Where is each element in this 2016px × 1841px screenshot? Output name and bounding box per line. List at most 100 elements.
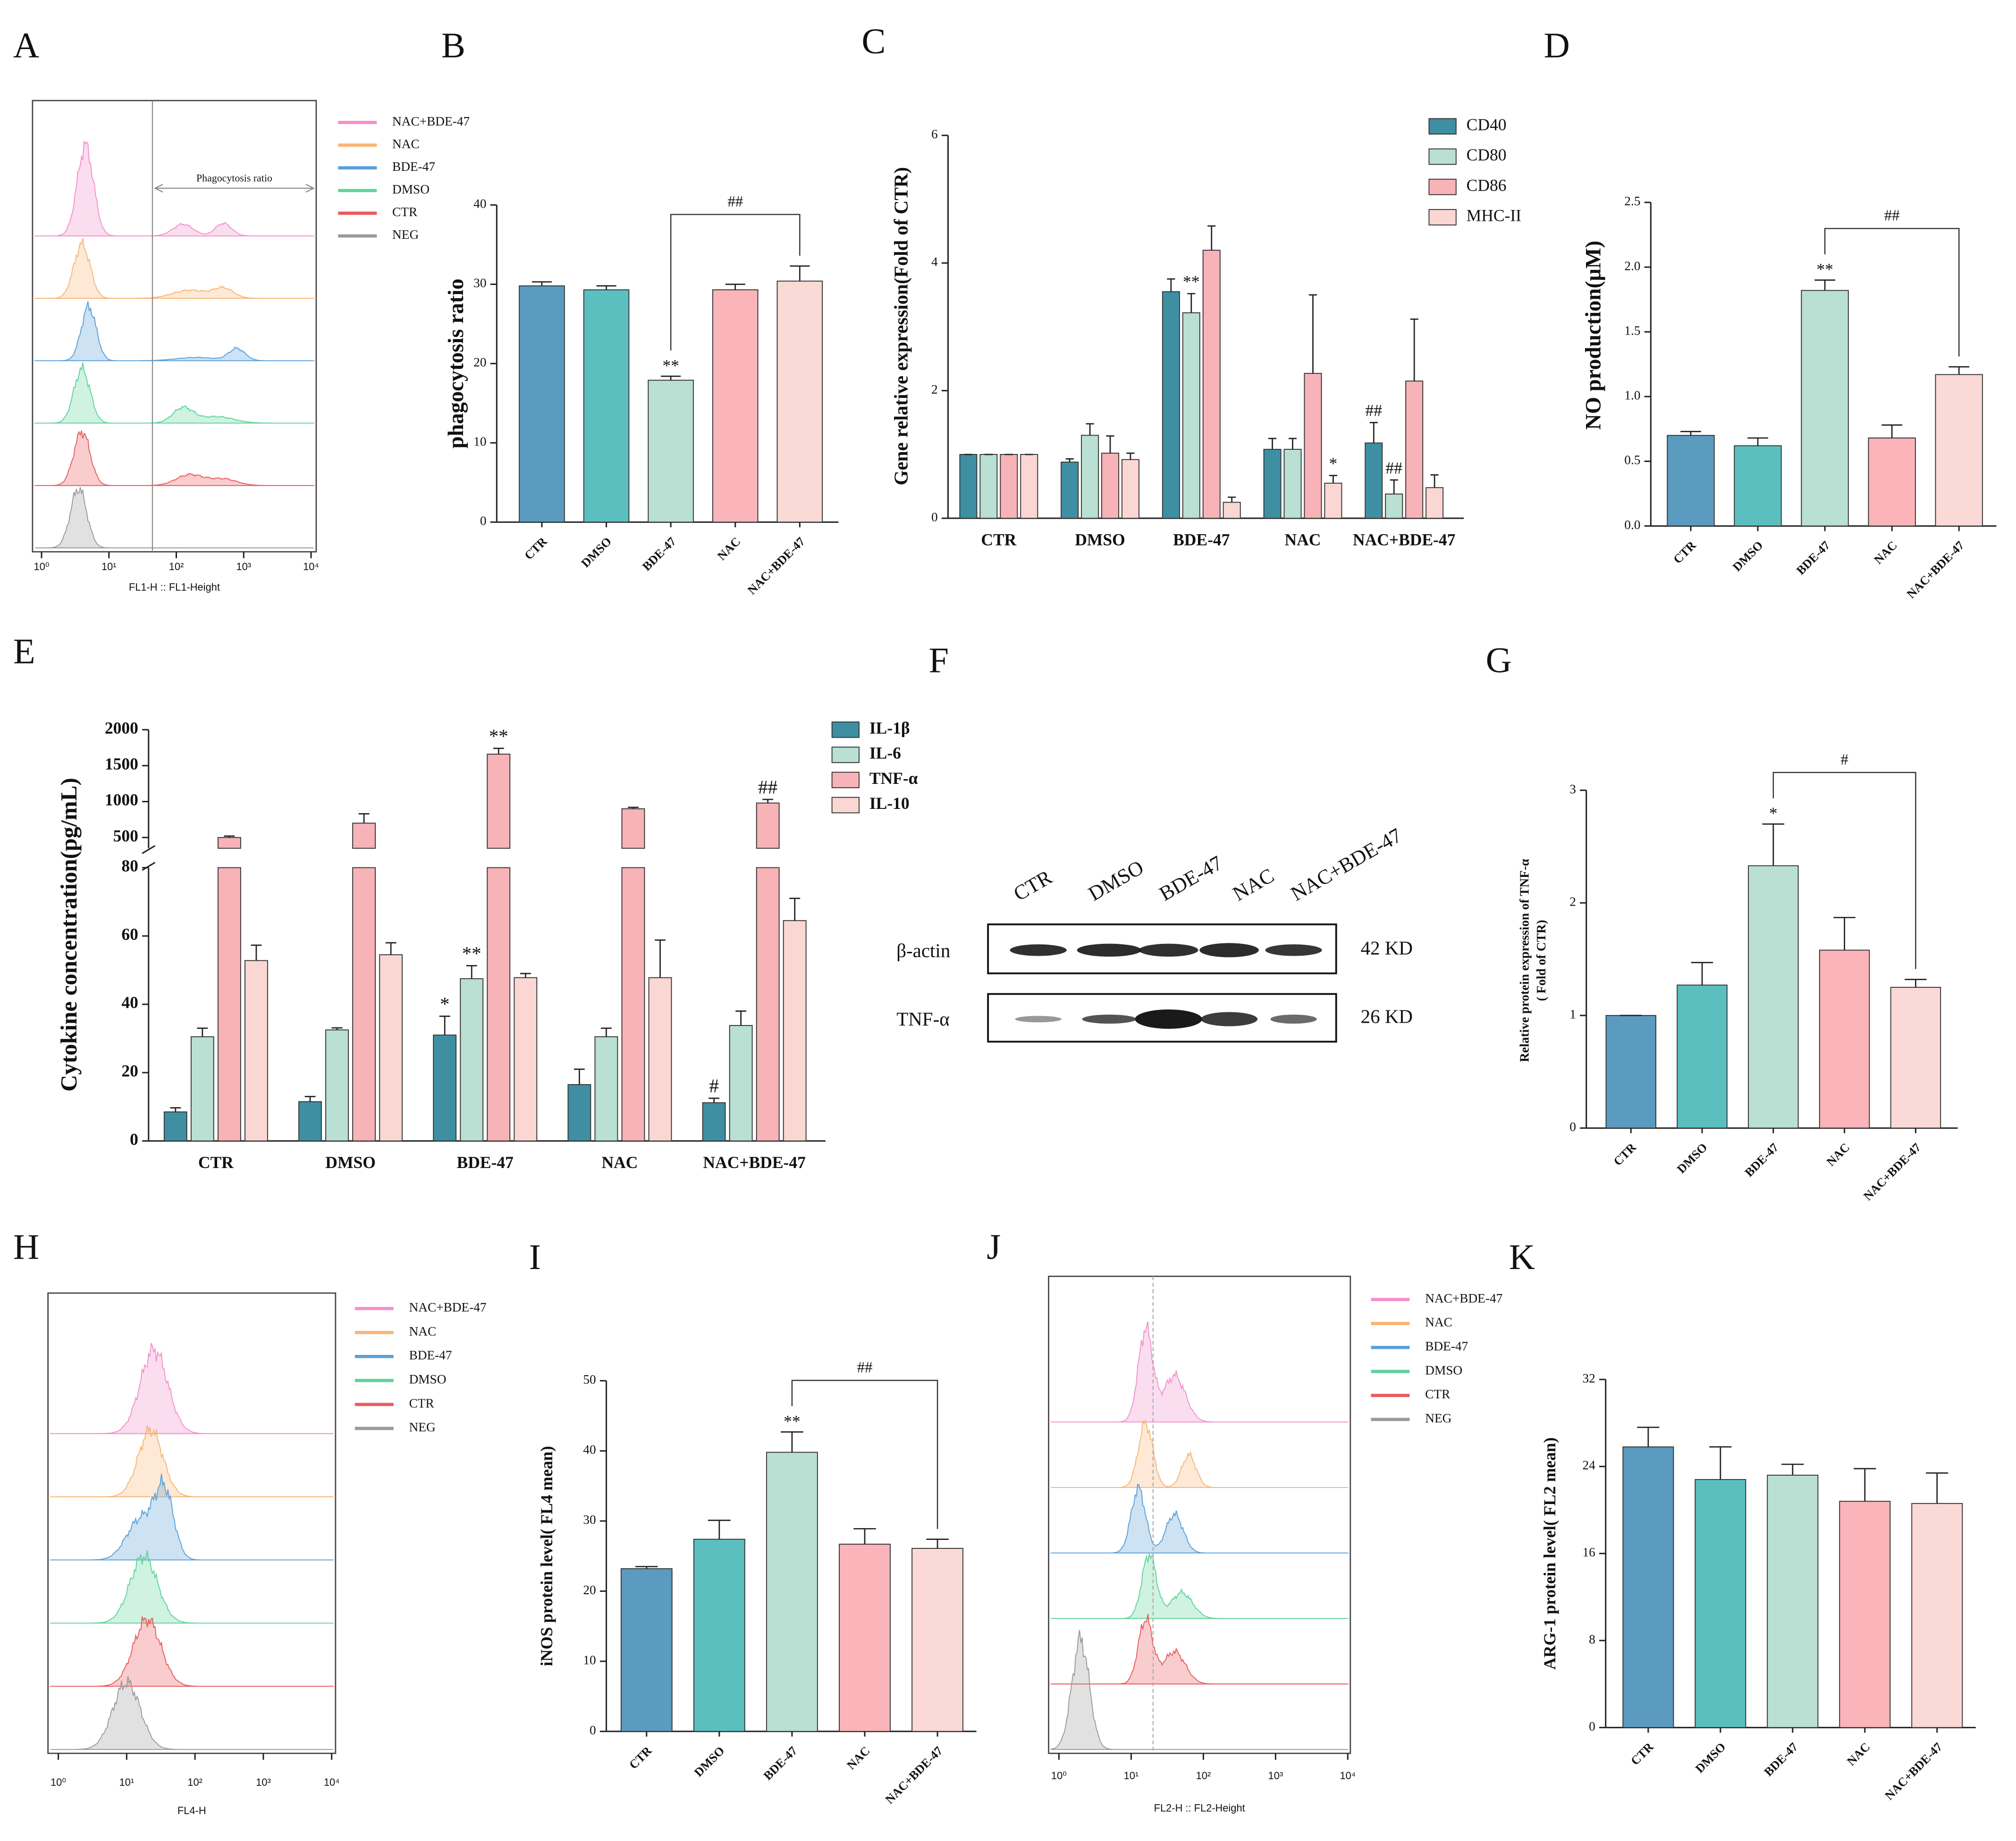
bracket-label: ##: [727, 193, 743, 210]
error-bar: [1949, 366, 1970, 375]
y-tick-label: 60: [121, 925, 138, 943]
y-axis-label: Relative protein expression of TNF-α: [1518, 859, 1532, 1062]
bar: [245, 960, 268, 1142]
plot-frame: [47, 1292, 337, 1754]
error-bar: [1762, 823, 1785, 866]
significance: *: [1329, 454, 1338, 473]
error-bar: [493, 748, 504, 754]
bar: [1162, 291, 1180, 519]
lane-label: NAC: [1229, 864, 1278, 906]
bar: [379, 954, 403, 1142]
error-bar: [709, 1097, 720, 1103]
bar: [783, 920, 807, 1142]
bar: [1101, 453, 1120, 519]
bar-lower: [756, 867, 780, 1142]
bracket: [670, 214, 801, 351]
y-tick-label: 40: [473, 197, 486, 211]
histogram: [35, 238, 314, 299]
legend-label: IL-1β: [869, 718, 910, 737]
blot-band: [1265, 944, 1322, 956]
bar-upper: [756, 802, 780, 849]
y-tick-label: 80: [121, 857, 138, 875]
histogram: [1051, 1630, 1348, 1750]
error-bar: [1854, 1468, 1876, 1502]
y-axis-label: Gene relative expression(Fold of CTR): [890, 167, 911, 485]
legend-swatch: [1428, 178, 1457, 195]
error-bar: [1680, 430, 1701, 436]
x-tick-label: 10²: [1196, 1770, 1211, 1782]
bar: [514, 977, 538, 1142]
error-bar: [531, 281, 552, 286]
x-tick-label: NAC+BDE-47: [745, 535, 808, 597]
error-bar: [762, 799, 774, 803]
histogram: [1051, 1614, 1348, 1685]
legend-label: TNF-α: [869, 769, 918, 788]
panel-label: A: [13, 25, 39, 65]
plot-frame: [32, 100, 317, 553]
y-tick-label: 0.0: [1624, 518, 1640, 532]
legend-label: NAC: [1425, 1315, 1452, 1329]
y-tick-label: 10: [473, 435, 486, 449]
size-label: 26 KD: [1361, 1006, 1413, 1027]
error-bar: [331, 1027, 343, 1030]
legend-swatch: [831, 721, 860, 738]
legend-label: CD86: [1467, 176, 1507, 194]
error-bar: [926, 1538, 949, 1548]
bar: [648, 977, 672, 1142]
x-tick-label: 10²: [187, 1776, 202, 1788]
x-tick-label: DMSO: [1674, 1141, 1710, 1177]
panel-label: H: [13, 1227, 39, 1267]
x-tick-label: NAC: [1285, 530, 1321, 549]
legend-swatch: [831, 797, 860, 814]
row-label: TNF-α: [896, 1008, 950, 1030]
lane-label: NAC+BDE-47: [1287, 824, 1406, 906]
bracket-label: #: [1840, 751, 1848, 768]
panel-label: I: [529, 1237, 541, 1277]
significance: **: [784, 1412, 801, 1430]
histogram: [1051, 1553, 1348, 1619]
y-tick-label: 0: [130, 1130, 138, 1149]
error-bar: [1268, 437, 1277, 450]
x-axis-label: FL2-H :: FL2-Height: [1154, 1802, 1245, 1814]
x-tick-label: CTR: [1611, 1140, 1639, 1168]
error-bar: [358, 813, 370, 824]
error-bar: [224, 835, 235, 838]
error-bar: [439, 1016, 450, 1035]
histogram: [51, 1473, 333, 1561]
y-tick-label: 0: [480, 514, 487, 528]
histogram: [51, 1676, 333, 1750]
error-bar: [1430, 474, 1439, 488]
y-tick-label: 20: [473, 355, 486, 370]
y-tick-label: 50: [583, 1372, 596, 1387]
histogram: [51, 1550, 333, 1624]
x-tick-label: 10¹: [1124, 1770, 1139, 1782]
legend-label: NAC: [409, 1324, 437, 1338]
plot-frame: [1048, 1276, 1351, 1754]
bar-lower: [217, 867, 241, 1142]
y-tick-label: 10: [583, 1653, 596, 1667]
error-bar: [661, 375, 681, 380]
y-tick-label: 20: [583, 1583, 596, 1597]
bar: [1223, 502, 1241, 519]
y-tick-label: 30: [473, 276, 486, 290]
y-axis-label: phagocytosis ratio: [444, 278, 468, 448]
legend-label: DMSO: [409, 1372, 447, 1386]
y-tick-label: 0: [931, 510, 938, 524]
x-tick-label: BDE-47: [1762, 1740, 1801, 1779]
error-bar: [1187, 293, 1196, 313]
bar: [1182, 312, 1200, 519]
bracket-label: ##: [857, 1359, 873, 1376]
legend-label: NAC: [392, 137, 420, 151]
error-bar: [1709, 1446, 1732, 1480]
bar: [729, 1025, 753, 1142]
x-axis-label: FL4-H: [177, 1805, 206, 1816]
bar: [1605, 1015, 1656, 1129]
histogram: [1051, 1419, 1348, 1488]
legend-label: CTR: [409, 1396, 435, 1410]
y-tick-label: 1.5: [1624, 323, 1640, 337]
row-label: β-actin: [896, 940, 950, 961]
x-tick-label: 10³: [256, 1776, 271, 1788]
blot-band: [1082, 1014, 1137, 1024]
error-bar: [197, 1027, 208, 1037]
